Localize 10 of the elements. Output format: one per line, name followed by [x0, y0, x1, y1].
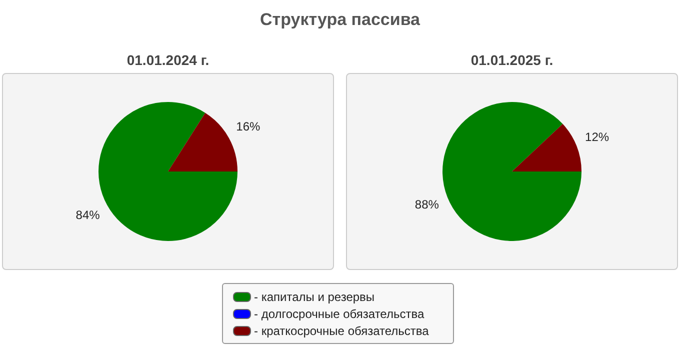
data-label: 84%	[76, 208, 100, 222]
data-label: 12%	[585, 130, 610, 144]
data-label: 88%	[414, 197, 440, 212]
data-label: 16%	[236, 120, 261, 134]
legend-label: - капиталы и резервы	[254, 290, 375, 304]
legend-label: - краткосрочные обязательства	[254, 324, 429, 338]
chart-title: 01.01.2024 г.	[126, 51, 210, 70]
text: Структура пассива	[258, 10, 422, 30]
legend-label: - долгосрочные обязательства	[254, 306, 424, 320]
chart-title: 01.01.2025 г.	[470, 51, 554, 70]
